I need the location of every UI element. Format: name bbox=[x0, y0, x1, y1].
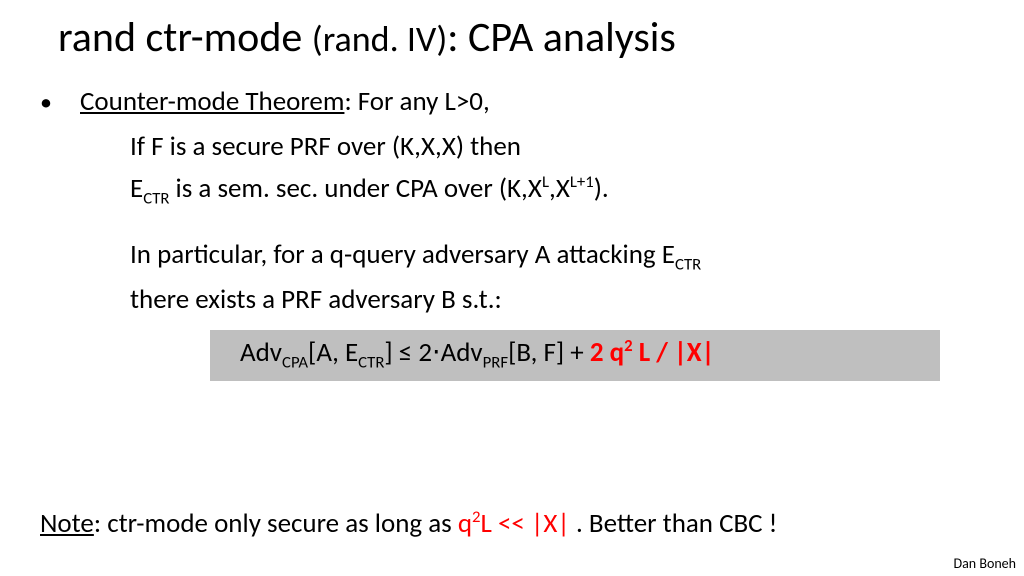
f1: Adv bbox=[240, 336, 282, 369]
l2sup2: L+1 bbox=[570, 172, 594, 192]
slide-title: rand ctr-mode (rand. IV): CPA analysis bbox=[58, 12, 984, 63]
note-a: : ctr-mode only secure as long as bbox=[94, 507, 458, 540]
f4: [B, F] + bbox=[508, 336, 590, 369]
author-credit: Dan Boneh bbox=[953, 555, 1016, 572]
title-part1: rand ctr-mode bbox=[58, 12, 312, 63]
note-r2: L << |X| bbox=[481, 507, 570, 540]
frsup: 2 bbox=[624, 336, 632, 356]
l2sub: CTR bbox=[143, 188, 169, 208]
f3s: PRF bbox=[483, 353, 508, 373]
note-b: . Better than CBC ! bbox=[570, 507, 778, 540]
bullet-icon: • bbox=[40, 85, 80, 117]
f1s: CPA bbox=[282, 353, 308, 373]
l3a: In particular, for a q-query adversary A… bbox=[130, 238, 675, 271]
note-rsup: 2 bbox=[472, 507, 480, 527]
theorem-intro: Counter-mode Theorem: For any L>0, bbox=[80, 85, 490, 118]
f2s: CTR bbox=[358, 353, 384, 373]
advantage-formula: AdvCPA[A, ECTR] ≤ 2⋅AdvPRF[B, F] + 2 q2 … bbox=[210, 330, 940, 380]
l2a: E bbox=[130, 172, 143, 205]
l3sub: CTR bbox=[675, 255, 701, 275]
title-part2: (rand. IV) bbox=[312, 17, 447, 61]
line1-text: If F is a secure PRF over (K,X,X) then bbox=[130, 130, 521, 163]
l2c: ,X bbox=[549, 172, 570, 205]
title-part3: : CPA analysis bbox=[447, 12, 676, 63]
slide: rand ctr-mode (rand. IV): CPA analysis •… bbox=[0, 0, 1024, 576]
fr1: 2 q bbox=[590, 336, 624, 369]
theorem-line3: In particular, for a q-query adversary A… bbox=[130, 234, 984, 278]
note-r1: q bbox=[458, 507, 472, 540]
theorem-line1: If F is a secure PRF over (K,X,X) then bbox=[130, 126, 984, 168]
theorem-label: Counter-mode Theorem bbox=[80, 85, 344, 118]
theorem-intro-text: : For any L>0, bbox=[344, 85, 489, 118]
note-label: Note bbox=[40, 507, 94, 540]
theorem-header: • Counter-mode Theorem: For any L>0, bbox=[40, 85, 984, 118]
theorem-line2: ECTR is a sem. sec. under CPA over (K,XL… bbox=[130, 168, 984, 212]
l2b: is a sem. sec. under CPA over (K,X bbox=[169, 172, 542, 205]
theorem-line4: there exists a PRF adversary B s.t.: bbox=[130, 279, 984, 321]
l4a: there exists a PRF adversary B s.t.: bbox=[130, 283, 502, 316]
l2sup1: L bbox=[542, 172, 549, 192]
fr2: L / |X| bbox=[633, 336, 715, 369]
note-line: Note: ctr-mode only secure as long as q2… bbox=[40, 507, 777, 540]
f3: ] ≤ 2⋅Adv bbox=[384, 336, 482, 369]
l2d: ). bbox=[594, 172, 609, 205]
f2: [A, E bbox=[308, 336, 358, 369]
